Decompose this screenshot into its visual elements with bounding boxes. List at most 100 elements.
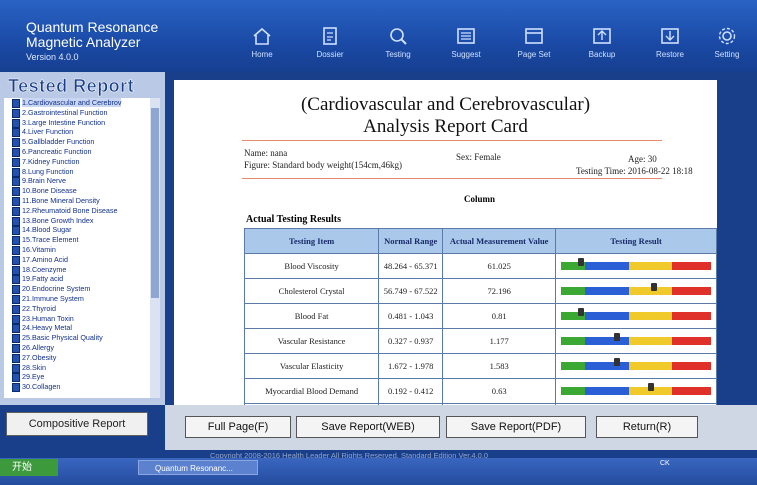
gauge-segment-green (561, 387, 586, 395)
tree-item[interactable]: 1.Cardiovascular and Cerebrov (4, 98, 150, 108)
tree-item-label: 26.Allergy (22, 342, 54, 352)
document-icon (12, 118, 20, 128)
tree-item[interactable]: 24.Heavy Metal (4, 323, 150, 334)
tree-item[interactable]: 5.Gallbladder Function (4, 137, 150, 148)
nav-backup[interactable]: Backup (572, 26, 632, 59)
nav-dossier-label: Dossier (316, 50, 344, 59)
cell-gauge (555, 328, 717, 354)
gauge-marker (577, 308, 584, 316)
save-report-web-button[interactable]: Save Report(WEB) (296, 416, 440, 438)
tree-item-label: 29.Eye (22, 372, 45, 382)
save-report-pdf-button[interactable]: Save Report(PDF) (446, 416, 586, 438)
nav-restore[interactable]: Restore (640, 26, 700, 59)
gauge-segment-green (561, 287, 586, 295)
app-title-line2: Magnetic Analyzer (26, 34, 141, 50)
tree-item[interactable]: 30.Collagen (4, 382, 150, 393)
tree-item[interactable]: 12.Rheumatoid Bone Disease (4, 206, 150, 216)
tree-item-label: 27.Obesity (22, 352, 57, 362)
gauge-segment-red (672, 262, 712, 270)
tree-item[interactable]: 15.Trace Element (4, 235, 150, 246)
gauge-segment-blue (585, 387, 629, 395)
tree-item[interactable]: 6.Pancreatic Function (4, 147, 150, 157)
gauge-segment-green (561, 312, 586, 320)
tree-scrollbar-thumb[interactable] (151, 108, 159, 298)
tree-item[interactable]: 22.Thyroid (4, 304, 150, 314)
gear-icon (718, 27, 736, 45)
start-button[interactable]: 开始 (0, 459, 58, 476)
tree-item-label: 7.Kidney Function (22, 156, 80, 166)
compositive-report-button[interactable]: Compositive Report (6, 412, 148, 436)
table-row: Vascular Resistance 0.327 - 0.937 1.177 (243, 328, 717, 354)
nav-dossier[interactable]: Dossier (300, 26, 360, 59)
cell-value: 1.177 (442, 328, 557, 354)
gauge-marker (613, 333, 620, 341)
nav-page-set[interactable]: Page Set (504, 26, 564, 59)
return-button[interactable]: Return(R) (596, 416, 698, 438)
patient-figure: Figure: Standard body weight(154cm,46kg) (244, 160, 402, 170)
tree-item[interactable]: 23.Human Toxin (4, 314, 150, 324)
document-icon (12, 196, 20, 206)
gauge-segment-red (672, 312, 712, 320)
tree-item[interactable]: 27.Obesity (4, 353, 150, 363)
document-icon (12, 324, 20, 334)
document-icon (12, 138, 20, 148)
system-tray: CK (660, 460, 670, 467)
nav-testing[interactable]: Testing (368, 26, 428, 59)
tree-item-label: 18.Coenzyme (22, 264, 67, 274)
cell-gauge (555, 303, 717, 329)
cell-range: 48.264 - 65.371 (378, 253, 444, 279)
document-icon (12, 383, 20, 393)
tree-item[interactable]: 9.Brain Nerve (4, 176, 150, 187)
gauge-segment-blue (585, 337, 629, 345)
gauge-marker (648, 383, 655, 391)
tree-item[interactable]: 28.Skin (4, 363, 150, 373)
tree-item[interactable]: 19.Fatty acid (4, 274, 150, 285)
tree-item[interactable]: 7.Kidney Function (4, 157, 150, 167)
nav-home[interactable]: Home (232, 26, 292, 59)
document-icon (12, 373, 20, 383)
tree-item[interactable]: 4.Liver Function (4, 127, 150, 138)
title-divider-bottom (242, 178, 662, 179)
tree-item-label: 20.Endocrine System (22, 284, 91, 294)
tree-item[interactable]: 11.Bone Mineral Density (4, 196, 150, 206)
tree-item-label: 12.Rheumatoid Bone Disease (22, 205, 118, 215)
app-title-line1: Quantum Resonance (26, 19, 159, 35)
gauge-segment-yellow (628, 312, 673, 320)
tree-item[interactable]: 20.Endocrine System (4, 284, 150, 295)
tree-item-label: 11.Bone Mineral Density (22, 195, 100, 205)
tree-item[interactable]: 29.Eye (4, 372, 150, 383)
tree-item[interactable]: 18.Coenzyme (4, 265, 150, 275)
tree-item[interactable]: 16.Vitamin (4, 245, 150, 255)
gauge-segment-green (561, 362, 586, 370)
gauge-segment-green (561, 262, 586, 270)
result-gauge (561, 358, 712, 370)
table-row: Blood Fat 0.481 - 1.043 0.81 (243, 303, 717, 329)
page-set-icon (525, 28, 543, 44)
tree-item[interactable]: 13.Bone Growth Index (4, 216, 150, 226)
result-gauge (561, 333, 712, 345)
tree-item[interactable]: 17.Amino Acid (4, 255, 150, 265)
tree-item-label: 24.Heavy Metal (22, 323, 72, 333)
gauge-segment-yellow (628, 362, 673, 370)
full-page-button[interactable]: Full Page(F) (185, 416, 291, 438)
nav-setting-label: Setting (714, 50, 740, 59)
tree-item[interactable]: 21.Immune System (4, 294, 150, 304)
gauge-segment-red (672, 337, 712, 345)
report-title-line1: (Cardiovascular and Cerebrovascular) (300, 94, 591, 115)
tree-item[interactable]: 26.Allergy (4, 343, 150, 353)
nav-setting[interactable]: Setting (697, 26, 757, 59)
nav-suggest[interactable]: Suggest (436, 26, 496, 59)
tree-item[interactable]: 8.Lung Function (4, 167, 150, 177)
gauge-segment-red (672, 387, 712, 395)
tree-item-label: 15.Trace Element (22, 235, 79, 245)
taskbar-app-button[interactable]: Quantum Resonanc... (138, 460, 258, 475)
tree-item[interactable]: 3.Large Intestine Function (4, 118, 150, 128)
tree-item[interactable]: 14.Blood Sugar (4, 225, 150, 236)
tree-item[interactable]: 2.Gastrointestinal Function (4, 108, 150, 118)
table-row: Vascular Elasticity 1.672 - 1.978 1.583 (243, 353, 717, 379)
title-divider-top (242, 140, 662, 141)
tree-item[interactable]: 25.Basic Physical Quality (4, 333, 150, 344)
cell-gauge (555, 353, 717, 379)
tree-item[interactable]: 10.Bone Disease (4, 186, 150, 197)
